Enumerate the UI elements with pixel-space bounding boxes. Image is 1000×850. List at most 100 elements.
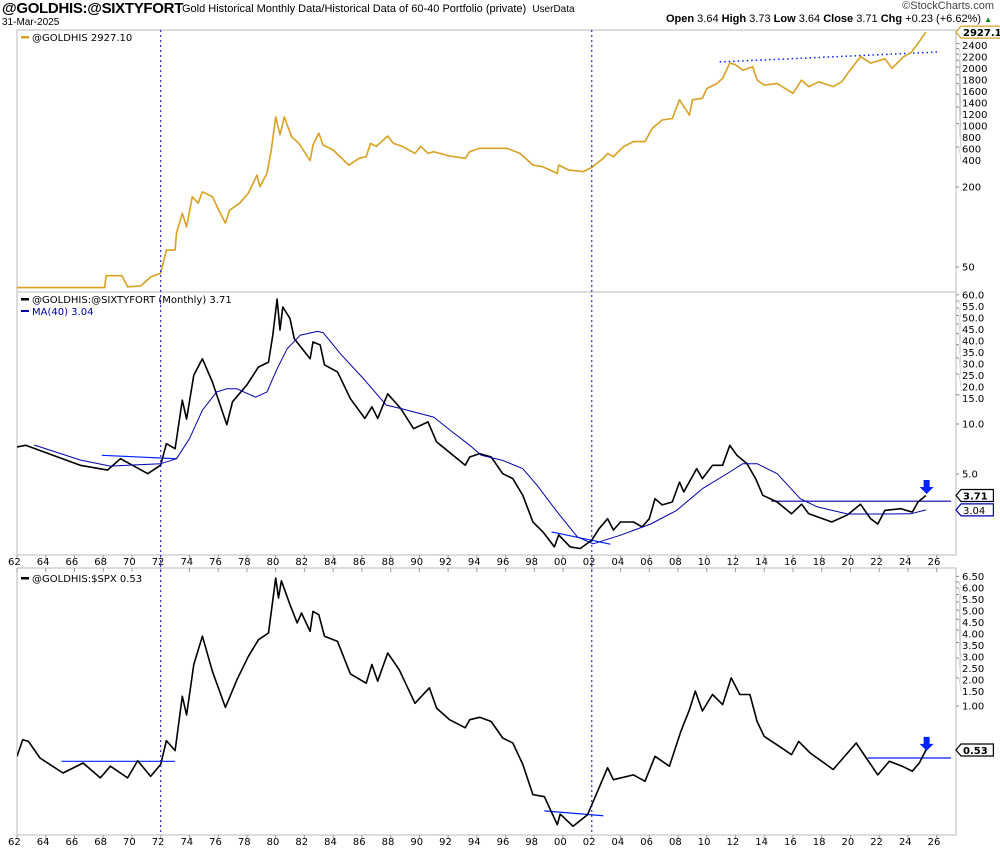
y-tick-label: 6.00 [962,583,984,594]
x-tick-label: 22 [870,837,883,848]
x-tick-label: 06 [640,557,653,568]
triangle-up-icon: ▲ [984,15,992,24]
legend-swatch [21,577,29,580]
legend-swatch [21,36,29,39]
last-value-label-box [955,743,994,757]
x-tick-label: 82 [295,837,308,848]
y-tick-label: 200 [962,183,981,194]
y-tick-label: 1800 [962,76,987,87]
x-tick-label: 92 [439,557,452,568]
panel-plot-3 [17,577,952,828]
x-tick-label: 96 [497,837,510,848]
y-tick-label: 25.0 [962,371,984,382]
panel-frame-3 [16,567,957,836]
x-tick-label: 00 [554,837,567,848]
x-tick-label: 86 [353,837,366,848]
y-tick-leader [958,48,962,58]
x-tick-label: 14 [755,837,768,848]
chart-date: 31-Mar-2025 [2,17,60,28]
last-value-label: 2927.10 [963,28,1000,39]
high-value: 3.73 [749,13,771,25]
legend-label: @GOLDHIS 2927.10 [32,33,132,44]
x-tick-label: 66 [65,557,78,568]
x-tick-label: 96 [497,557,510,568]
dotted-trendline [719,51,940,63]
y-tick-leader [958,66,962,92]
y-tick-leader [958,83,962,115]
ma-last-value-label: 3.04 [963,506,985,517]
last-value-label-box [955,488,994,503]
chart-symbol: @GOLDHIS:@SIXTYFORT [2,0,184,17]
y-tick-leader [958,642,962,669]
x-tick-label: 26 [928,837,941,848]
y-tick-label: 3.00 [962,652,984,663]
y-tick-leader [958,394,962,399]
x-tick-label: 20 [841,557,854,568]
y-tick-leader [958,94,962,127]
x-tick-label: 90 [410,557,423,568]
y-tick-leader [958,146,962,161]
legend-label-ma: MA(40) 3.04 [32,307,93,318]
y-tick-label: 15.0 [962,394,984,405]
y-tick-leader [958,344,962,364]
high-label: High [721,13,747,25]
y-tick-label: 5.0 [962,470,978,481]
close-value: 3.71 [856,13,878,25]
x-tick-label: 62 [8,837,21,848]
x-tick-label: 24 [899,837,912,848]
x-tick-label: 08 [669,557,682,568]
ohlc-readout: Open 3.64 High 3.73 Low 3.64 Close 3.71 … [666,13,992,26]
x-tick-label: 20 [841,837,854,848]
x-tick-label: 76 [209,837,222,848]
x-tick-label: 02 [583,557,596,568]
y-tick-label: 2000 [962,64,987,75]
y-tick-leader [958,54,962,69]
y-tick-leader [958,333,962,353]
legend-label: @GOLDHIS:@SIXTYFORT (Monthly) 3.71 [32,295,232,306]
low-value: 3.64 [798,13,821,25]
x-tick-label: 92 [439,837,452,848]
series-line [17,31,927,289]
y-tick-leader [958,581,962,588]
x-tick-label: 64 [37,557,50,568]
y-tick-label: 600 [962,145,981,156]
y-tick-leader [958,307,962,318]
y-tick-label: 2400 [962,41,987,52]
x-tick-label: 74 [180,557,193,568]
description-text: Gold Historical Monthly Data/Historical … [182,3,527,15]
y-tick-leader [958,609,962,634]
source-tag: UserData [532,4,575,15]
y-tick-label: 5.00 [962,606,984,617]
panel-plot-1 [17,31,940,289]
y-tick-leader [958,373,962,387]
x-tick-label: 04 [612,557,625,568]
y-tick-leader [958,323,962,341]
x-tick-label: 82 [295,557,308,568]
y-tick-label: 1.00 [962,702,984,713]
y-tick-label: 2.00 [962,675,984,686]
x-tick-label: 18 [813,837,826,848]
x-tick-label: 76 [209,557,222,568]
x-tick-label: 88 [382,837,395,848]
x-tick-label: 72 [152,837,165,848]
series-line [17,577,927,828]
y-tick-leader [958,601,962,623]
copyright: ©StockCharts.com [902,0,994,12]
panel-frame-1 [16,29,957,293]
y-tick-label: 50.0 [962,313,984,324]
y-tick-label: 800 [962,133,981,144]
legend-swatch-ma [21,310,29,312]
y-tick-leader [958,60,962,81]
open-label: Open [665,13,695,25]
y-tick-label: 50 [962,263,975,274]
y-tick-label: 55.0 [962,302,984,313]
x-tick-label: 06 [640,837,653,848]
x-tick-label: 80 [267,837,280,848]
x-tick-label: 00 [554,557,567,568]
x-tick-label: 70 [123,557,136,568]
x-tick-label: 68 [94,837,107,848]
y-tick-leader [958,657,962,680]
last-value-label-box [955,25,1000,39]
x-tick-label: 24 [899,557,912,568]
